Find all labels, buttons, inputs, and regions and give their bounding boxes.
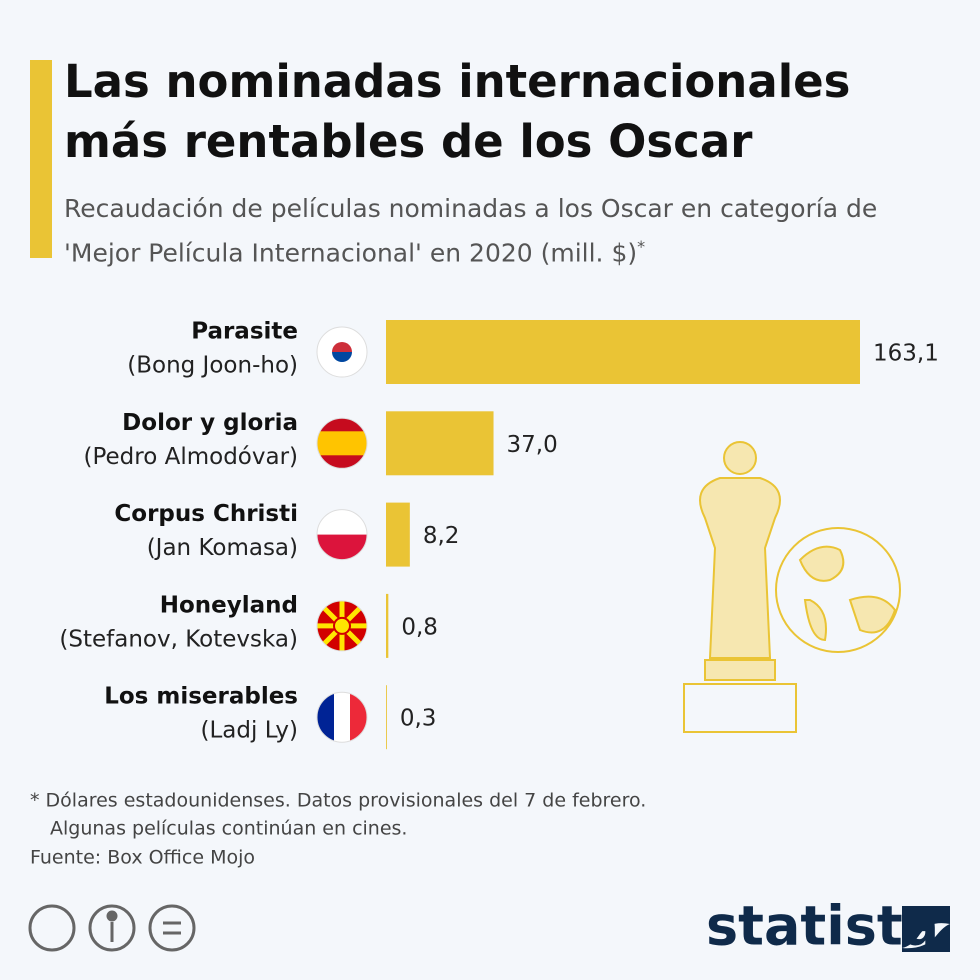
license-icons [28, 904, 196, 952]
flag-part [317, 692, 334, 743]
value-label: 0,3 [400, 706, 437, 732]
title-box: Las nominadas internacionales más rentab… [64, 55, 851, 168]
flag [317, 692, 367, 743]
category-label: Los miserables [104, 684, 298, 710]
category-label: Dolor y gloria [122, 410, 298, 436]
value-label: 8,2 [423, 523, 460, 549]
note: Algunas películas continúan en cines. [50, 818, 407, 840]
chart-title: Las nominadas internacionales más rentab… [64, 55, 851, 168]
subtitle-marker: * [637, 237, 646, 256]
director-label: (Pedro Almodóvar) [83, 444, 298, 470]
flag-part [334, 692, 350, 743]
oscar-illustration [683, 441, 901, 733]
source: Fuente: Box Office Mojo [30, 847, 255, 869]
director-label: (Stefanov, Kotevska) [59, 626, 298, 652]
flag-part [317, 431, 367, 456]
flag [317, 418, 367, 469]
flag-part [332, 352, 352, 362]
brand: statista [706, 895, 939, 958]
brand-logo [902, 906, 950, 952]
bar [386, 593, 389, 658]
category-label: Corpus Christi [114, 501, 298, 527]
flag-part [350, 692, 367, 743]
subtitle-box: Recaudación de películas nominadas a los… [64, 190, 944, 270]
flag-part [317, 534, 367, 560]
director-label: (Ladj Ly) [201, 718, 298, 744]
flag [317, 600, 367, 651]
flag-part [317, 509, 367, 535]
bar [386, 411, 494, 476]
director-label: (Bong Joon-ho) [127, 353, 298, 379]
director-label: (Jan Komasa) [147, 535, 298, 561]
accent-bar [30, 60, 52, 258]
value-label: 37,0 [507, 432, 558, 458]
subtitle: Recaudación de películas nominadas a los… [64, 190, 944, 270]
flag-border [316, 509, 368, 561]
flag-part [332, 342, 352, 352]
note: * Dólares estadounidenses. Datos provisi… [30, 790, 646, 812]
bar [386, 685, 387, 750]
category-label: Parasite [191, 319, 298, 345]
category-label: Honeyland [160, 592, 298, 618]
bar [386, 320, 860, 384]
flag [317, 327, 367, 377]
subtitle-text: Recaudación de películas nominadas a los… [64, 194, 878, 268]
flag-border [316, 326, 368, 378]
flag-border [316, 600, 368, 652]
flag-part [333, 616, 351, 635]
bar [386, 502, 410, 567]
value-label: 0,8 [401, 614, 438, 640]
flag-border [316, 417, 368, 469]
value-label: 163,1 [873, 341, 939, 367]
flag-border [316, 691, 368, 743]
